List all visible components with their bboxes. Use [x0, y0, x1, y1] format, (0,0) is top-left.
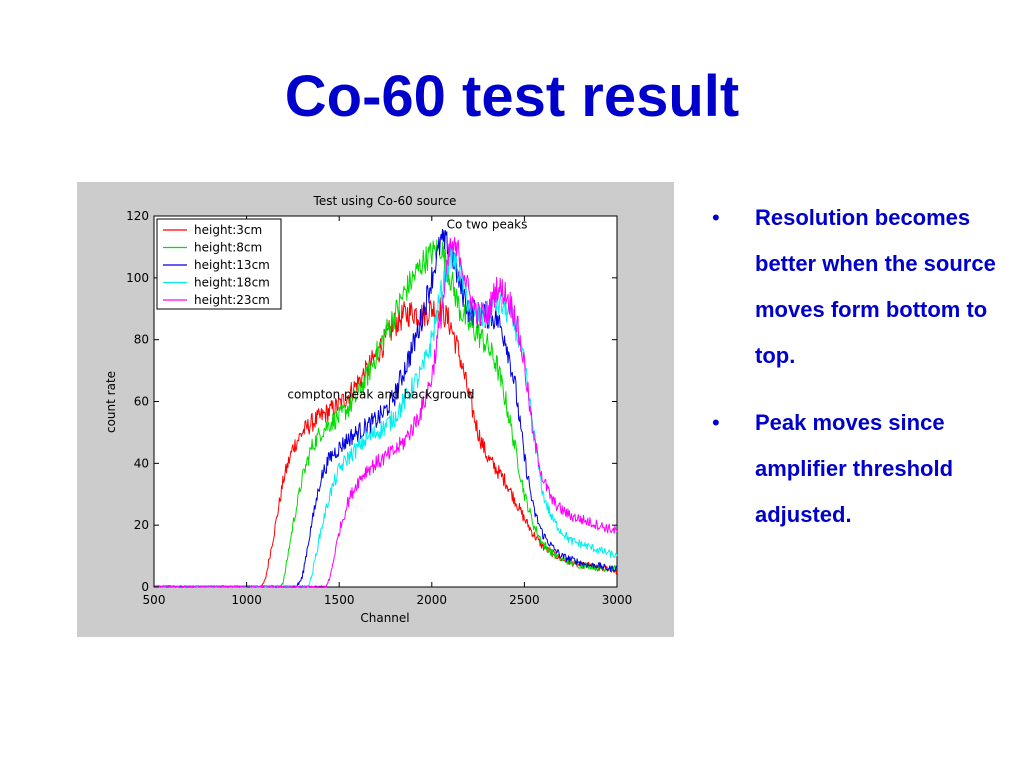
bullet-item: • Peak moves since amplifier threshold a… [712, 400, 1002, 538]
chart-annotation-1: Co two peaks [447, 217, 528, 231]
x-tick-label: 1500 [324, 593, 355, 607]
series-line-5 [153, 236, 618, 588]
y-tick-label: 80 [134, 333, 149, 347]
bullet-text: Peak moves since amplifier threshold adj… [755, 410, 954, 527]
chart-legend: height:3cm height:8cm height:13cm height:18… [156, 218, 282, 310]
chart-svg: 500 1000 1500 2000 2500 3000 0 20 40 60 80 100 120 T… [104, 194, 632, 625]
slide-title: Co-60 test result [284, 64, 740, 129]
x-tick-label: 2000 [417, 593, 448, 607]
legend-label: height:18cm [194, 276, 270, 290]
y-tick-label: 120 [126, 209, 149, 223]
chart-title: Test using Co-60 source [313, 194, 457, 208]
annotation-layer: Co two peaks compton peak and background [287, 217, 527, 401]
y-axis-label: count rate [104, 371, 118, 433]
x-tick-label: 500 [143, 593, 166, 607]
bullet-item: • Resolution becomes better when the sou… [712, 195, 1002, 379]
chart-annotation-2: compton peak and background [287, 387, 474, 401]
axes-layer: 500 1000 1500 2000 2500 3000 0 20 40 60 80 100 120 [126, 209, 632, 607]
legend-entries: height:3cm height:8cm height:13cm height:18… [163, 223, 270, 307]
legend-label: height:13cm [194, 258, 270, 272]
bullet-dot: • [712, 410, 720, 435]
legend-label: height:8cm [194, 241, 262, 255]
y-tick-label: 100 [126, 271, 149, 285]
y-tick-label: 60 [134, 395, 149, 409]
legend-label: height:3cm [194, 223, 262, 237]
series-layer [153, 228, 618, 588]
chart-figure: 500 1000 1500 2000 2500 3000 0 20 40 60 80 100 120 T… [77, 182, 674, 637]
bullet-list: • Resolution becomes better when the sou… [712, 195, 1002, 559]
y-tick-label: 20 [134, 518, 149, 532]
x-tick-label: 3000 [602, 593, 633, 607]
x-tick-label: 2500 [509, 593, 540, 607]
y-tick-label: 40 [134, 456, 149, 470]
y-tick-label: 0 [141, 580, 149, 594]
bullet-dot: • [712, 205, 720, 230]
legend-box [156, 218, 282, 310]
legend-label: height:23cm [194, 293, 270, 307]
x-tick-label: 1000 [231, 593, 262, 607]
x-axis-label: Channel [360, 611, 409, 625]
bullet-text: Resolution becomes better when the sourc… [755, 205, 996, 368]
